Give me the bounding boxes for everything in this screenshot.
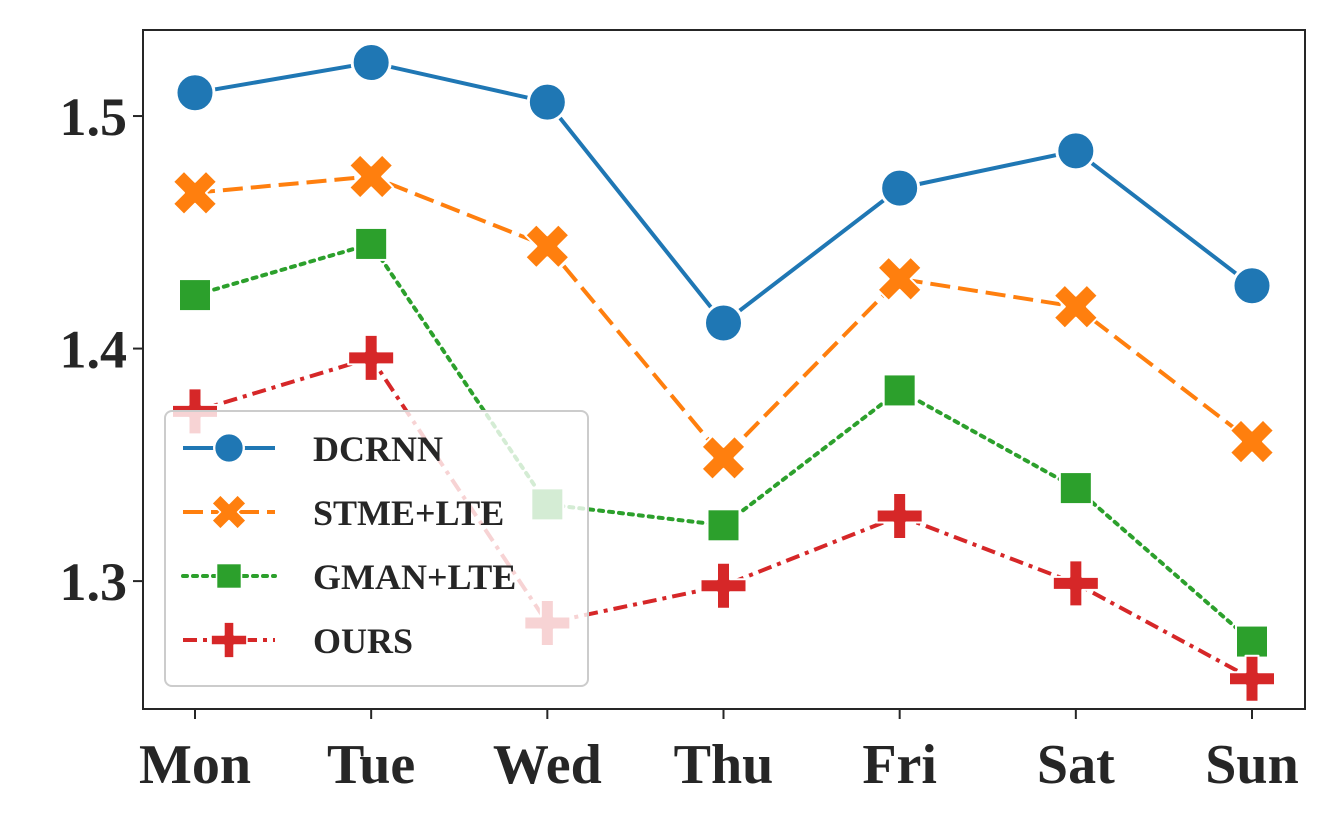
legend-item: DCRNN — [183, 429, 443, 469]
data-point — [347, 333, 396, 382]
legend-marker — [215, 562, 243, 590]
data-point — [348, 153, 395, 200]
legend-item: STME+LTE — [183, 493, 504, 533]
data-point — [174, 72, 216, 114]
x-tick-label: Mon — [139, 734, 251, 796]
legend-label: DCRNN — [313, 429, 443, 469]
legend: DCRNN STME+LTE GMAN+LTE OURS — [164, 410, 589, 687]
data-point — [1229, 418, 1275, 465]
x-axis: Mon Tue Wed Thu Fri Sat Sun — [139, 709, 1299, 796]
legend-marker — [213, 432, 245, 464]
data-point — [1051, 559, 1100, 608]
data-point — [350, 42, 392, 84]
data-point — [1228, 654, 1276, 703]
x-tick-label: Sat — [1037, 734, 1115, 796]
legend-marker — [211, 494, 247, 530]
data-point — [875, 491, 924, 540]
legend-label: STME+LTE — [313, 493, 504, 533]
legend-marker — [210, 621, 248, 659]
data-point — [699, 561, 748, 610]
x-tick-label: Sun — [1205, 734, 1298, 796]
data-point — [882, 373, 917, 408]
y-axis: 1.3 1.4 1.5 — [60, 87, 143, 612]
data-point — [1058, 471, 1093, 506]
series-layer — [171, 42, 1276, 703]
y-tick-label: 1.5 — [60, 87, 128, 147]
data-point — [879, 167, 921, 209]
data-point — [1235, 624, 1269, 659]
series-stme-lte — [172, 153, 1275, 481]
y-tick-label: 1.3 — [60, 552, 128, 612]
data-point — [354, 226, 389, 261]
data-point — [876, 255, 923, 302]
y-tick-label: 1.4 — [60, 320, 128, 380]
data-point — [703, 302, 744, 344]
legend-item: GMAN+LTE — [181, 557, 516, 597]
legend-label: GMAN+LTE — [313, 557, 516, 597]
data-point — [524, 223, 571, 270]
series-dcrnn — [174, 42, 1273, 344]
data-point — [172, 169, 218, 216]
x-tick-label: Fri — [862, 734, 937, 796]
legend-label: OURS — [313, 621, 413, 661]
x-tick-label: Wed — [493, 734, 602, 796]
x-tick-label: Thu — [674, 734, 774, 796]
data-point — [1055, 130, 1097, 172]
x-tick-label: Tue — [327, 734, 415, 796]
data-point — [706, 508, 741, 543]
data-point — [1052, 283, 1099, 330]
legend-box — [164, 410, 589, 687]
data-point — [526, 81, 568, 123]
data-point — [178, 278, 212, 313]
data-point — [1231, 265, 1273, 307]
data-point — [700, 434, 747, 481]
legend-item: OURS — [183, 621, 413, 661]
